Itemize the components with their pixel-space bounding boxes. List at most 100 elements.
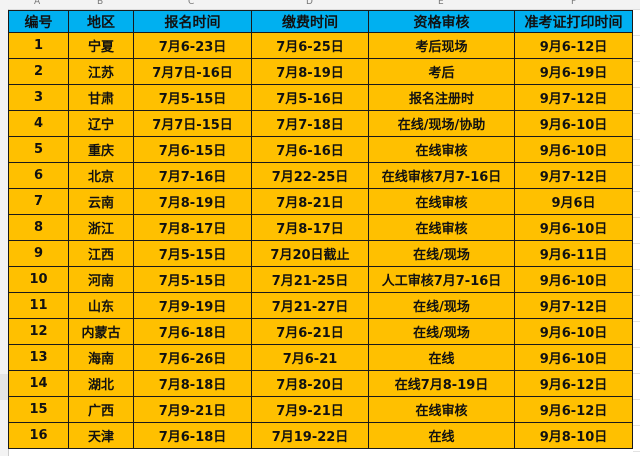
cell-payment-time[interactable]: 7月7-18日	[251, 110, 369, 137]
cell-registration-time[interactable]: 7月6-23日	[133, 32, 252, 59]
cell-admission-ticket-print-time[interactable]: 9月7-12日	[514, 162, 633, 189]
cell-registration-time[interactable]: 7月6-26日	[133, 344, 252, 371]
cell-registration-time[interactable]: 7月5-15日	[133, 240, 252, 267]
cell-payment-time[interactable]: 7月8-19日	[251, 58, 369, 85]
cell-qualification-review[interactable]: 在线	[368, 344, 515, 371]
header-registration-time[interactable]: 报名时间	[133, 10, 252, 33]
cell-qualification-review[interactable]: 在线审核7月7-16日	[368, 162, 515, 189]
cell-admission-ticket-print-time[interactable]: 9月6-10日	[514, 136, 633, 163]
cell-region[interactable]: 广西	[68, 396, 134, 423]
header-payment-time[interactable]: 缴费时间	[251, 10, 369, 33]
cell-number[interactable]: 2	[8, 58, 69, 85]
cell-number[interactable]: 8	[8, 214, 69, 241]
cell-number[interactable]: 1	[8, 32, 69, 59]
cell-qualification-review[interactable]: 在线审核	[368, 396, 515, 423]
cell-qualification-review[interactable]: 在线审核	[368, 214, 515, 241]
cell-registration-time[interactable]: 7月6-15日	[133, 136, 252, 163]
cell-registration-time[interactable]: 7月5-15日	[133, 84, 252, 111]
cell-payment-time[interactable]: 7月6-25日	[251, 32, 369, 59]
column-letter-c[interactable]: C	[188, 0, 195, 7]
header-region[interactable]: 地区	[68, 10, 134, 33]
cell-qualification-review[interactable]: 在线审核	[368, 136, 515, 163]
cell-number[interactable]: 10	[8, 266, 69, 293]
cell-region[interactable]: 浙江	[68, 214, 134, 241]
cell-qualification-review[interactable]: 考后	[368, 58, 515, 85]
cell-number[interactable]: 6	[8, 162, 69, 189]
cell-admission-ticket-print-time[interactable]: 9月8-10日	[514, 422, 633, 449]
cell-payment-time[interactable]: 7月21-25日	[251, 266, 369, 293]
cell-admission-ticket-print-time[interactable]: 9月6-10日	[514, 266, 633, 293]
cell-payment-time[interactable]: 7月8-20日	[251, 370, 369, 397]
cell-payment-time[interactable]: 7月19-22日	[251, 422, 369, 449]
cell-region[interactable]: 江西	[68, 240, 134, 267]
column-letter-b[interactable]: B	[97, 0, 104, 7]
cell-payment-time[interactable]: 7月21-27日	[251, 292, 369, 319]
cell-admission-ticket-print-time[interactable]: 9月6-10日	[514, 110, 633, 137]
cell-admission-ticket-print-time[interactable]: 9月6-10日	[514, 318, 633, 345]
cell-admission-ticket-print-time[interactable]: 9月6-10日	[514, 214, 633, 241]
cell-qualification-review[interactable]: 报名注册时	[368, 84, 515, 111]
cell-region[interactable]: 湖北	[68, 370, 134, 397]
cell-qualification-review[interactable]: 在线/现场	[368, 318, 515, 345]
cell-region[interactable]: 山东	[68, 292, 134, 319]
cell-number[interactable]: 5	[8, 136, 69, 163]
cell-number[interactable]: 3	[8, 84, 69, 111]
cell-payment-time[interactable]: 7月20日截止	[251, 240, 369, 267]
column-letter-e[interactable]: E	[438, 0, 444, 7]
cell-registration-time[interactable]: 7月9-21日	[133, 396, 252, 423]
cell-number[interactable]: 14	[8, 370, 69, 397]
header-admission-ticket-print-time[interactable]: 准考证打印时间	[514, 10, 633, 33]
cell-number[interactable]: 4	[8, 110, 69, 137]
cell-region[interactable]: 甘肃	[68, 84, 134, 111]
column-letter-d[interactable]: D	[306, 0, 313, 7]
column-letter-f[interactable]: F	[571, 0, 577, 7]
cell-qualification-review[interactable]: 在线/现场	[368, 240, 515, 267]
cell-region[interactable]: 宁夏	[68, 32, 134, 59]
cell-number[interactable]: 13	[8, 344, 69, 371]
cell-registration-time[interactable]: 7月7日-16日	[133, 58, 252, 85]
cell-payment-time[interactable]: 7月6-16日	[251, 136, 369, 163]
cell-registration-time[interactable]: 7月6-18日	[133, 422, 252, 449]
cell-registration-time[interactable]: 7月9-19日	[133, 292, 252, 319]
cell-payment-time[interactable]: 7月6-21	[251, 344, 369, 371]
cell-region[interactable]: 天津	[68, 422, 134, 449]
cell-admission-ticket-print-time[interactable]: 9月7-12日	[514, 292, 633, 319]
cell-admission-ticket-print-time[interactable]: 9月6-11日	[514, 240, 633, 267]
cell-region[interactable]: 重庆	[68, 136, 134, 163]
cell-region[interactable]: 内蒙古	[68, 318, 134, 345]
cell-admission-ticket-print-time[interactable]: 9月6日	[514, 188, 633, 215]
cell-region[interactable]: 辽宁	[68, 110, 134, 137]
cell-number[interactable]: 12	[8, 318, 69, 345]
cell-admission-ticket-print-time[interactable]: 9月6-19日	[514, 58, 633, 85]
cell-registration-time[interactable]: 7月5-15日	[133, 266, 252, 293]
cell-admission-ticket-print-time[interactable]: 9月6-12日	[514, 370, 633, 397]
cell-admission-ticket-print-time[interactable]: 9月6-10日	[514, 344, 633, 371]
cell-registration-time[interactable]: 7月8-18日	[133, 370, 252, 397]
header-qualification-review[interactable]: 资格审核	[368, 10, 515, 33]
cell-qualification-review[interactable]: 在线7月8-19日	[368, 370, 515, 397]
cell-admission-ticket-print-time[interactable]: 9月6-12日	[514, 32, 633, 59]
cell-qualification-review[interactable]: 在线/现场/协助	[368, 110, 515, 137]
cell-registration-time[interactable]: 7月7日-15日	[133, 110, 252, 137]
cell-qualification-review[interactable]: 在线	[368, 422, 515, 449]
cell-region[interactable]: 云南	[68, 188, 134, 215]
cell-payment-time[interactable]: 7月5-16日	[251, 84, 369, 111]
cell-number[interactable]: 9	[8, 240, 69, 267]
cell-registration-time[interactable]: 7月8-19日	[133, 188, 252, 215]
cell-qualification-review[interactable]: 人工审核7月7-16日	[368, 266, 515, 293]
cell-payment-time[interactable]: 7月8-21日	[251, 188, 369, 215]
cell-region[interactable]: 北京	[68, 162, 134, 189]
cell-region[interactable]: 河南	[68, 266, 134, 293]
cell-registration-time[interactable]: 7月8-17日	[133, 214, 252, 241]
cell-admission-ticket-print-time[interactable]: 9月6-12日	[514, 396, 633, 423]
cell-qualification-review[interactable]: 在线/现场	[368, 292, 515, 319]
cell-registration-time[interactable]: 7月7-16日	[133, 162, 252, 189]
cell-payment-time[interactable]: 7月22-25日	[251, 162, 369, 189]
cell-region[interactable]: 海南	[68, 344, 134, 371]
cell-registration-time[interactable]: 7月6-18日	[133, 318, 252, 345]
cell-payment-time[interactable]: 7月9-21日	[251, 396, 369, 423]
header-number[interactable]: 编号	[8, 10, 69, 33]
cell-qualification-review[interactable]: 在线审核	[368, 188, 515, 215]
cell-number[interactable]: 11	[8, 292, 69, 319]
cell-number[interactable]: 15	[8, 396, 69, 423]
